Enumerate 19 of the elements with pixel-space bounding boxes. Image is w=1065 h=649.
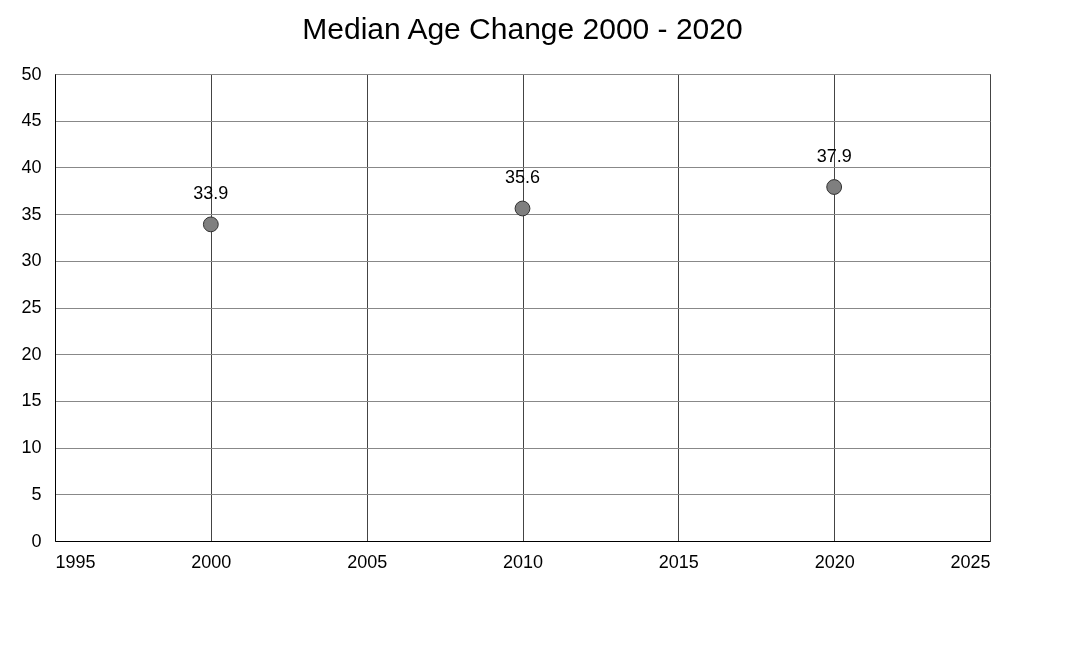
x-tick-label: 2025 [950, 551, 991, 572]
x-tick-label: 2020 [814, 551, 855, 572]
y-tick-label: 50 [21, 63, 42, 84]
y-tick-label: 35 [21, 203, 42, 224]
y-tick-label: 45 [21, 110, 42, 131]
x-tick-label: 2010 [502, 551, 544, 572]
x-tick-label: 2000 [191, 551, 232, 572]
chart-title: Median Age Change 2000 - 2020 [302, 12, 743, 45]
y-tick-label: 30 [21, 250, 42, 271]
y-tick-label: 40 [21, 156, 42, 177]
x-tick-label: 2015 [658, 551, 699, 572]
y-tick-label: 10 [21, 437, 42, 458]
x-tick-label: 1995 [55, 551, 96, 572]
y-tick-label: 25 [21, 297, 42, 317]
x-tick-label: 2005 [347, 551, 388, 572]
y-tick-label: 0 [31, 530, 42, 551]
y-tick-label: 5 [31, 483, 42, 504]
y-tick-label: 15 [21, 390, 42, 411]
y-tick-label: 20 [21, 343, 42, 364]
